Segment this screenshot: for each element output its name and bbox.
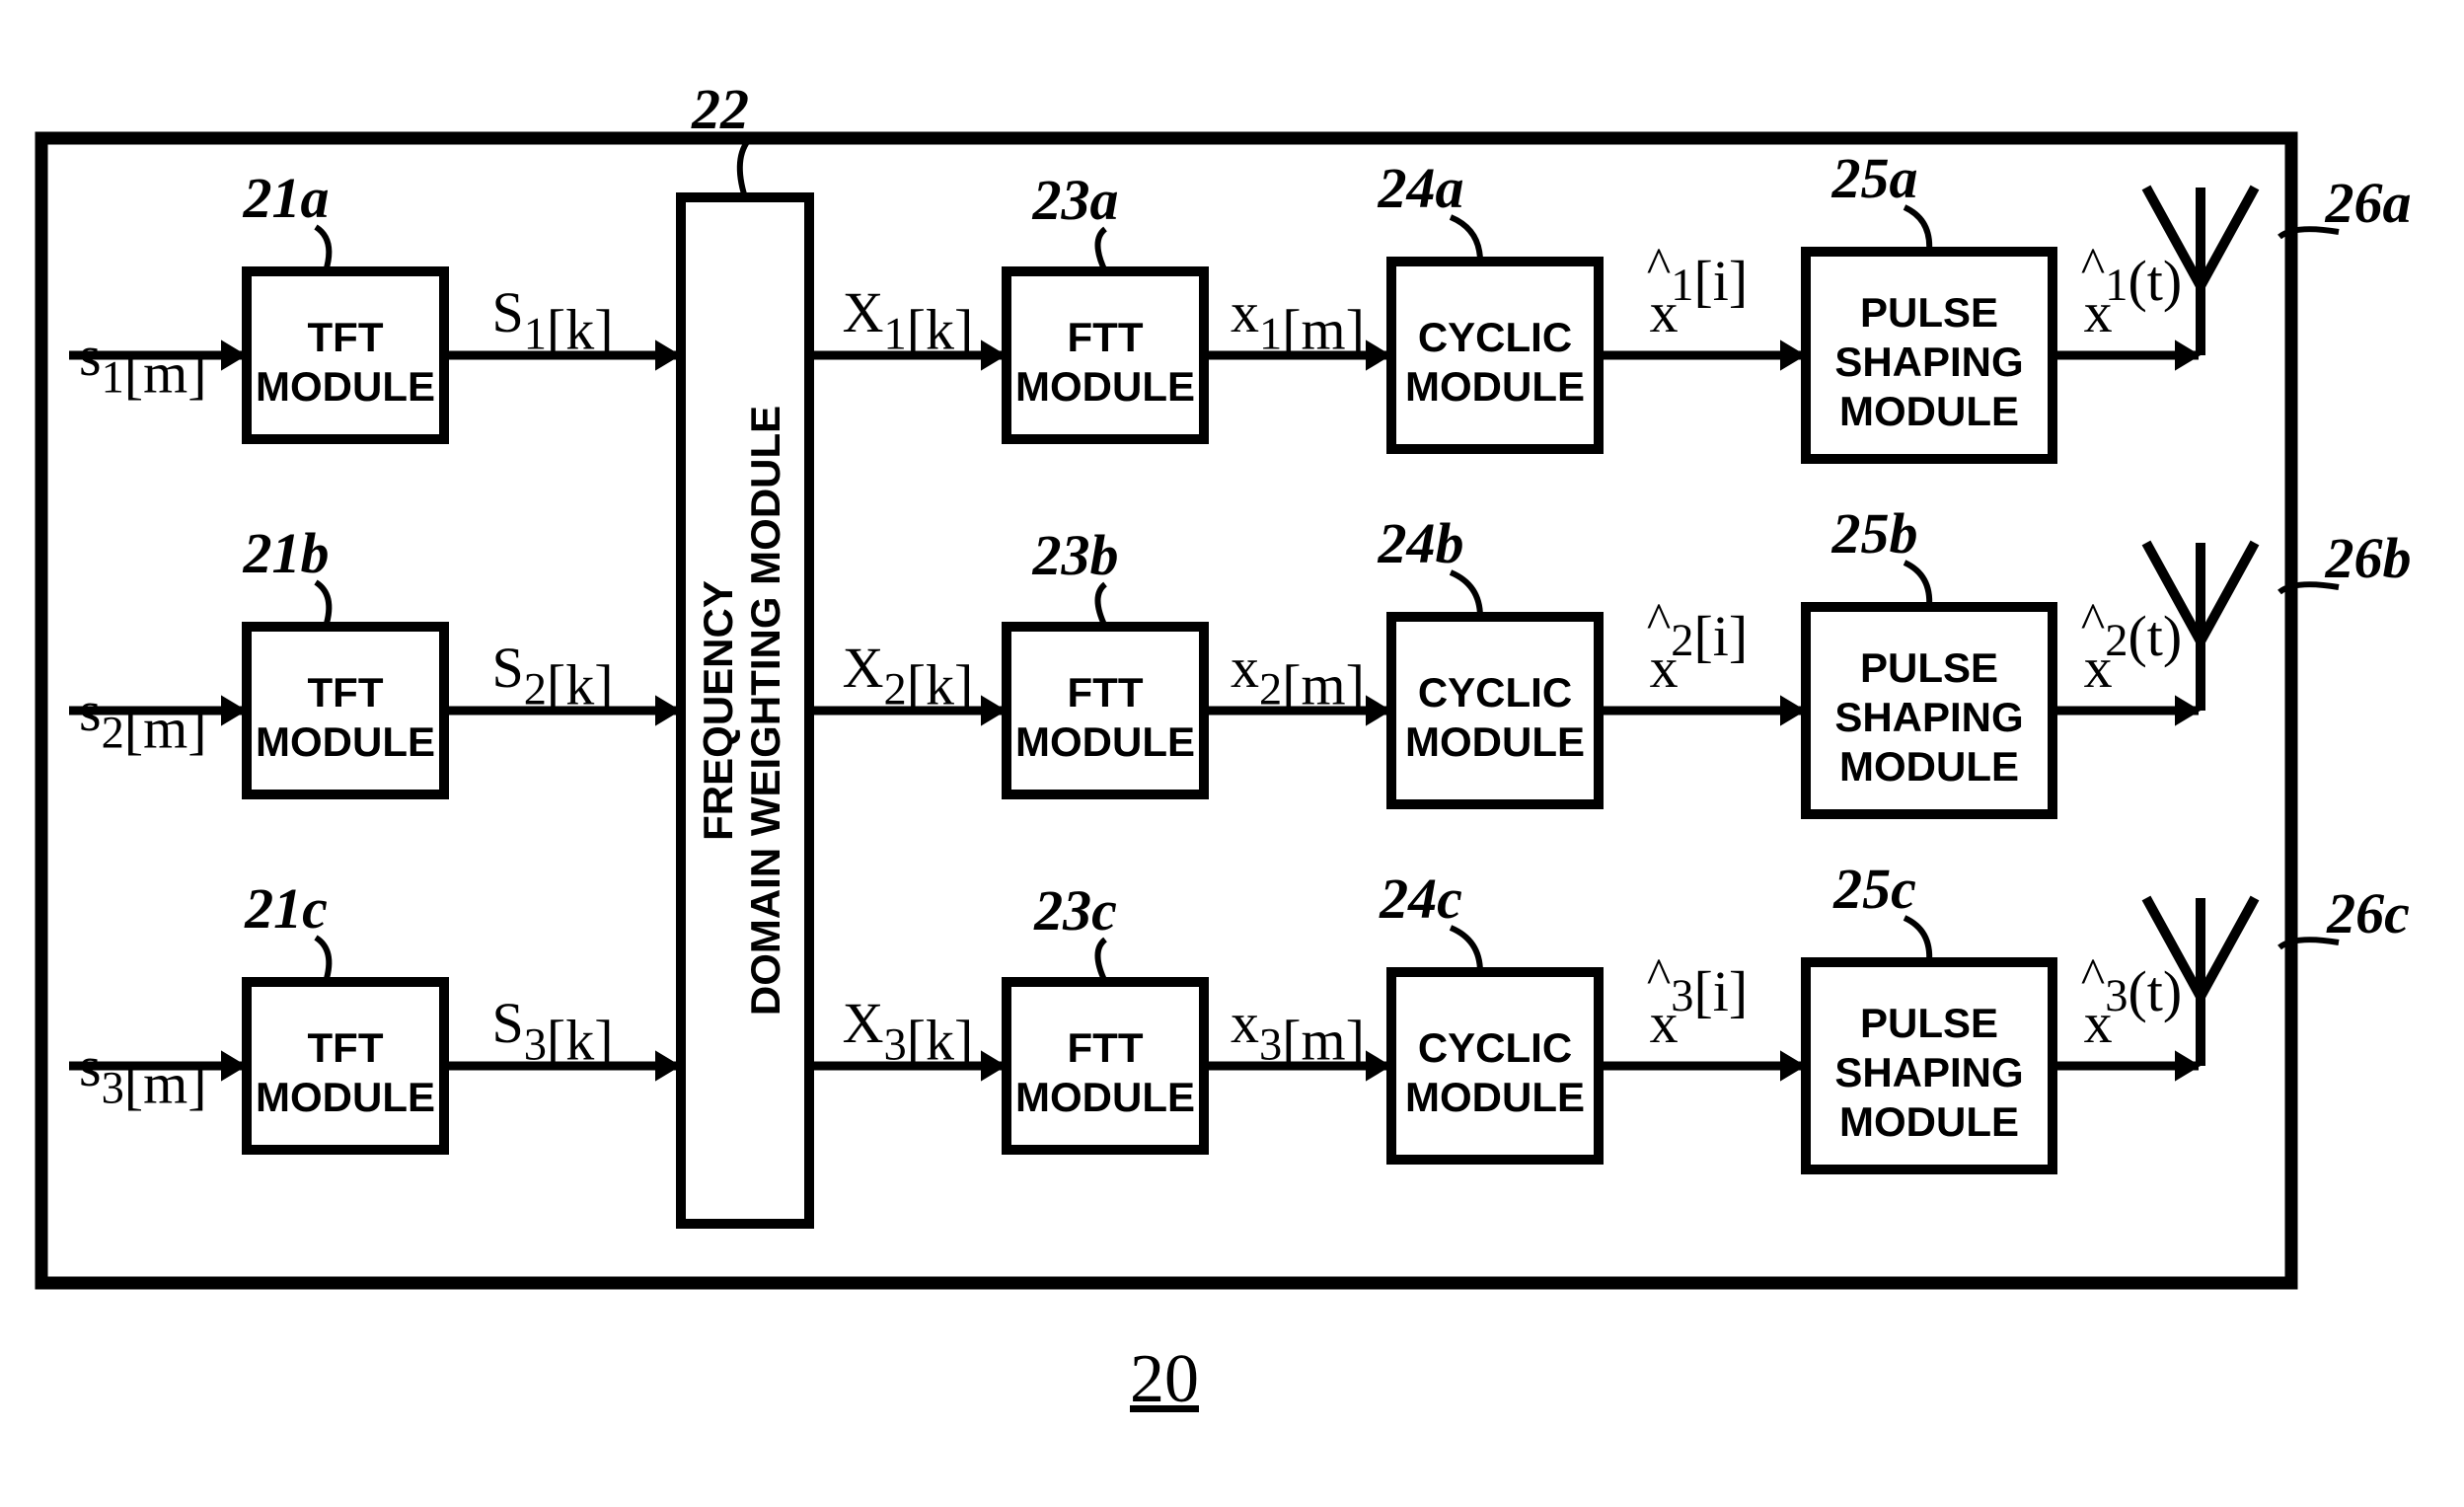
svg-text:22: 22 [691, 77, 749, 141]
svg-text:SHAPING: SHAPING [1834, 1049, 2023, 1095]
svg-text:20: 20 [1130, 1341, 1199, 1417]
svg-text:MODULE: MODULE [1405, 363, 1585, 410]
svg-text:24a: 24a [1378, 156, 1464, 220]
svg-text:PULSE: PULSE [1860, 644, 1998, 691]
svg-text:MODULE: MODULE [1405, 718, 1585, 765]
svg-text:CYCLIC: CYCLIC [1418, 1024, 1572, 1071]
svg-text:23b: 23b [1032, 523, 1119, 587]
svg-text:25a: 25a [1831, 146, 1918, 210]
svg-text:FTT: FTT [1068, 669, 1144, 716]
svg-text:FTT: FTT [1068, 1024, 1144, 1071]
svg-text:MODULE: MODULE [1405, 1074, 1585, 1120]
svg-text:23a: 23a [1032, 168, 1119, 232]
svg-text:TFT: TFT [308, 314, 384, 360]
svg-text:PULSE: PULSE [1860, 289, 1998, 336]
svg-text:TFT: TFT [308, 669, 384, 716]
svg-text:MODULE: MODULE [256, 718, 435, 765]
svg-text:MODULE: MODULE [1015, 1074, 1195, 1120]
svg-text:MODULE: MODULE [1839, 1098, 2019, 1145]
svg-text:DOMAIN WEIGHTING MODULE: DOMAIN WEIGHTING MODULE [742, 406, 788, 1016]
svg-text:MODULE: MODULE [1015, 363, 1195, 410]
svg-text:23c: 23c [1033, 878, 1117, 942]
svg-text:MODULE: MODULE [256, 1074, 435, 1120]
svg-text:24c: 24c [1379, 867, 1462, 931]
svg-text:FREQUENCY: FREQUENCY [695, 580, 741, 841]
svg-text:SHAPING: SHAPING [1834, 694, 2023, 740]
svg-text:24b: 24b [1378, 511, 1464, 575]
svg-text:26a: 26a [2325, 171, 2412, 235]
svg-text:MODULE: MODULE [1015, 718, 1195, 765]
svg-text:FTT: FTT [1068, 314, 1144, 360]
svg-text:MODULE: MODULE [256, 363, 435, 410]
svg-text:CYCLIC: CYCLIC [1418, 669, 1572, 716]
svg-text:21c: 21c [244, 876, 328, 941]
svg-text:25c: 25c [1832, 857, 1916, 921]
svg-text:SHAPING: SHAPING [1834, 339, 2023, 385]
svg-text:21a: 21a [243, 166, 330, 230]
svg-text:25b: 25b [1831, 501, 1918, 565]
svg-text:TFT: TFT [308, 1024, 384, 1071]
svg-text:PULSE: PULSE [1860, 1000, 1998, 1046]
svg-text:26b: 26b [2325, 526, 2412, 590]
svg-text:CYCLIC: CYCLIC [1418, 314, 1572, 360]
svg-text:21b: 21b [243, 521, 330, 585]
svg-text:26c: 26c [2326, 881, 2410, 945]
svg-text:MODULE: MODULE [1839, 388, 2019, 434]
svg-text:MODULE: MODULE [1839, 743, 2019, 790]
